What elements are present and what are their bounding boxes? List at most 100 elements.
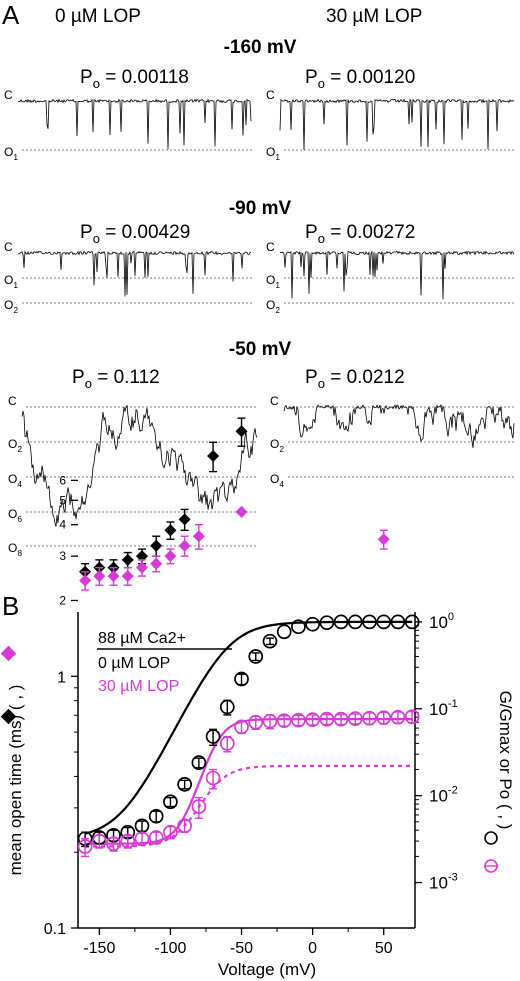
level-label-O6-sub: 6 xyxy=(17,514,22,524)
y-right-tick-label: 10-2 xyxy=(429,785,458,806)
data-point-circle xyxy=(347,711,363,727)
x-tick-label: -100 xyxy=(154,940,186,957)
voltage-label-row2: -90 mV xyxy=(229,198,292,219)
column-right-title: 30 µM LOP xyxy=(326,6,422,27)
data-point-diamond xyxy=(121,570,134,583)
data-point-diamond xyxy=(235,425,248,438)
right-axis-title-text: G/Gmax or Po ( , ) xyxy=(496,691,515,830)
data-point-diamond xyxy=(150,557,163,570)
po-label-row1-left: Po = 0.00118 xyxy=(80,67,189,91)
column-left-title: 0 µM LOP xyxy=(55,6,141,27)
data-point-circle xyxy=(91,833,107,849)
y-right-tick-base: 10 xyxy=(429,613,448,632)
data-point-diamond xyxy=(164,550,177,563)
y-right-tick-base: 10 xyxy=(429,787,448,806)
level-label-O8: O8 xyxy=(8,541,22,558)
channel-trace xyxy=(279,98,515,150)
level-label-O6-main: O xyxy=(8,507,17,521)
data-point-circle xyxy=(362,710,377,726)
data-point-circle xyxy=(248,649,264,664)
right-axis-title: G/Gmax or Po ( , ) xyxy=(496,691,515,830)
data-point-diamond xyxy=(192,530,205,543)
level-label-O1-sub: 1 xyxy=(13,280,18,290)
po-label-row3-left: Po = 0.112 xyxy=(72,367,160,391)
level-label-O2-main: O xyxy=(266,298,275,312)
panel-a-label: A xyxy=(2,0,20,30)
level-label-O1-sub: 1 xyxy=(275,152,280,162)
y-left-tick-label: 5 xyxy=(59,493,66,507)
trace-row2-left: C O1 O2 xyxy=(4,240,252,315)
y-right-tick-base: 10 xyxy=(429,874,448,893)
y-right-tick-exp: -3 xyxy=(448,872,458,884)
level-label-O1-main: O xyxy=(4,273,13,287)
data-point-circle xyxy=(291,712,306,728)
po-label-row3-right: Po = 0.0212 xyxy=(305,367,405,391)
level-label-O1: O1 xyxy=(4,145,18,162)
left-axis-title: mean open time (ms) ( , ) xyxy=(6,685,25,876)
level-label-O2: O2 xyxy=(4,298,18,315)
level-label-C: C xyxy=(270,394,279,408)
data-point-diamond xyxy=(207,449,220,462)
legend-entry-control: 0 µM LOP xyxy=(98,655,170,672)
trace-row1-left: C O1 xyxy=(4,88,252,162)
level-label-O1-main: O xyxy=(266,145,275,159)
x-tick-label: -50 xyxy=(230,940,253,957)
level-label-O1-sub: 1 xyxy=(13,152,18,162)
data-point-diamond xyxy=(79,574,92,587)
level-label-O1-sub: 1 xyxy=(275,280,280,290)
data-point-circle xyxy=(191,755,207,770)
data-point-circle xyxy=(276,713,292,729)
data-point-circle xyxy=(376,710,392,726)
level-label-O4: O4 xyxy=(270,472,284,489)
right-title-circle-control xyxy=(484,831,498,845)
data-point-circle xyxy=(177,818,192,834)
y-right-tick-label: 100 xyxy=(429,611,454,632)
level-label-C: C xyxy=(4,88,13,102)
data-point-diamond xyxy=(377,533,390,546)
legend-title: 88 µM Ca2+ xyxy=(98,630,186,647)
data-point-circle xyxy=(319,711,335,727)
data-point-diamond xyxy=(178,539,191,552)
data-point-circle xyxy=(163,824,178,840)
channel-trace xyxy=(279,250,515,300)
po-label-row2-left: Po = 0.00429 xyxy=(80,222,190,246)
data-point-circle xyxy=(248,714,264,730)
y-left-tick-label: 0.1 xyxy=(44,921,66,938)
data-point-circle xyxy=(262,633,278,649)
panel-b-label: B xyxy=(2,591,19,621)
data-point-circle xyxy=(234,719,249,735)
data-point-circle xyxy=(205,729,221,744)
data-point-circle xyxy=(347,614,363,630)
channel-trace xyxy=(21,404,258,527)
data-point-circle xyxy=(219,699,235,715)
data-point-circle xyxy=(177,777,192,792)
data-point-diamond xyxy=(135,550,148,563)
y-left-tick-label: 3 xyxy=(59,549,66,563)
y-right-tick-exp: -1 xyxy=(448,698,458,710)
channel-trace xyxy=(17,250,252,297)
level-label-C: C xyxy=(4,240,13,254)
data-point-circle xyxy=(148,808,164,824)
level-label-O6: O6 xyxy=(8,507,22,524)
data-point-circle xyxy=(234,671,249,687)
data-point-circle xyxy=(333,614,349,630)
y-right-tick-label: 10-1 xyxy=(429,698,458,719)
level-label-O2: O2 xyxy=(266,298,280,315)
level-label-O4: O4 xyxy=(8,472,22,489)
level-label-O2-main: O xyxy=(8,437,17,451)
data-point-circle xyxy=(262,713,278,729)
level-label-C: C xyxy=(266,88,275,102)
fit-curve-lop-dashed xyxy=(85,764,413,848)
data-point-circle xyxy=(390,614,406,630)
fit-curve-control xyxy=(84,620,413,835)
level-label-O2-sub: 2 xyxy=(17,444,22,454)
level-label-O2-main: O xyxy=(270,437,279,451)
x-tick-label: 50 xyxy=(375,940,393,957)
data-point-diamond xyxy=(121,553,134,566)
voltage-label-row3: -50 mV xyxy=(229,339,292,360)
data-point-circle xyxy=(291,619,306,635)
